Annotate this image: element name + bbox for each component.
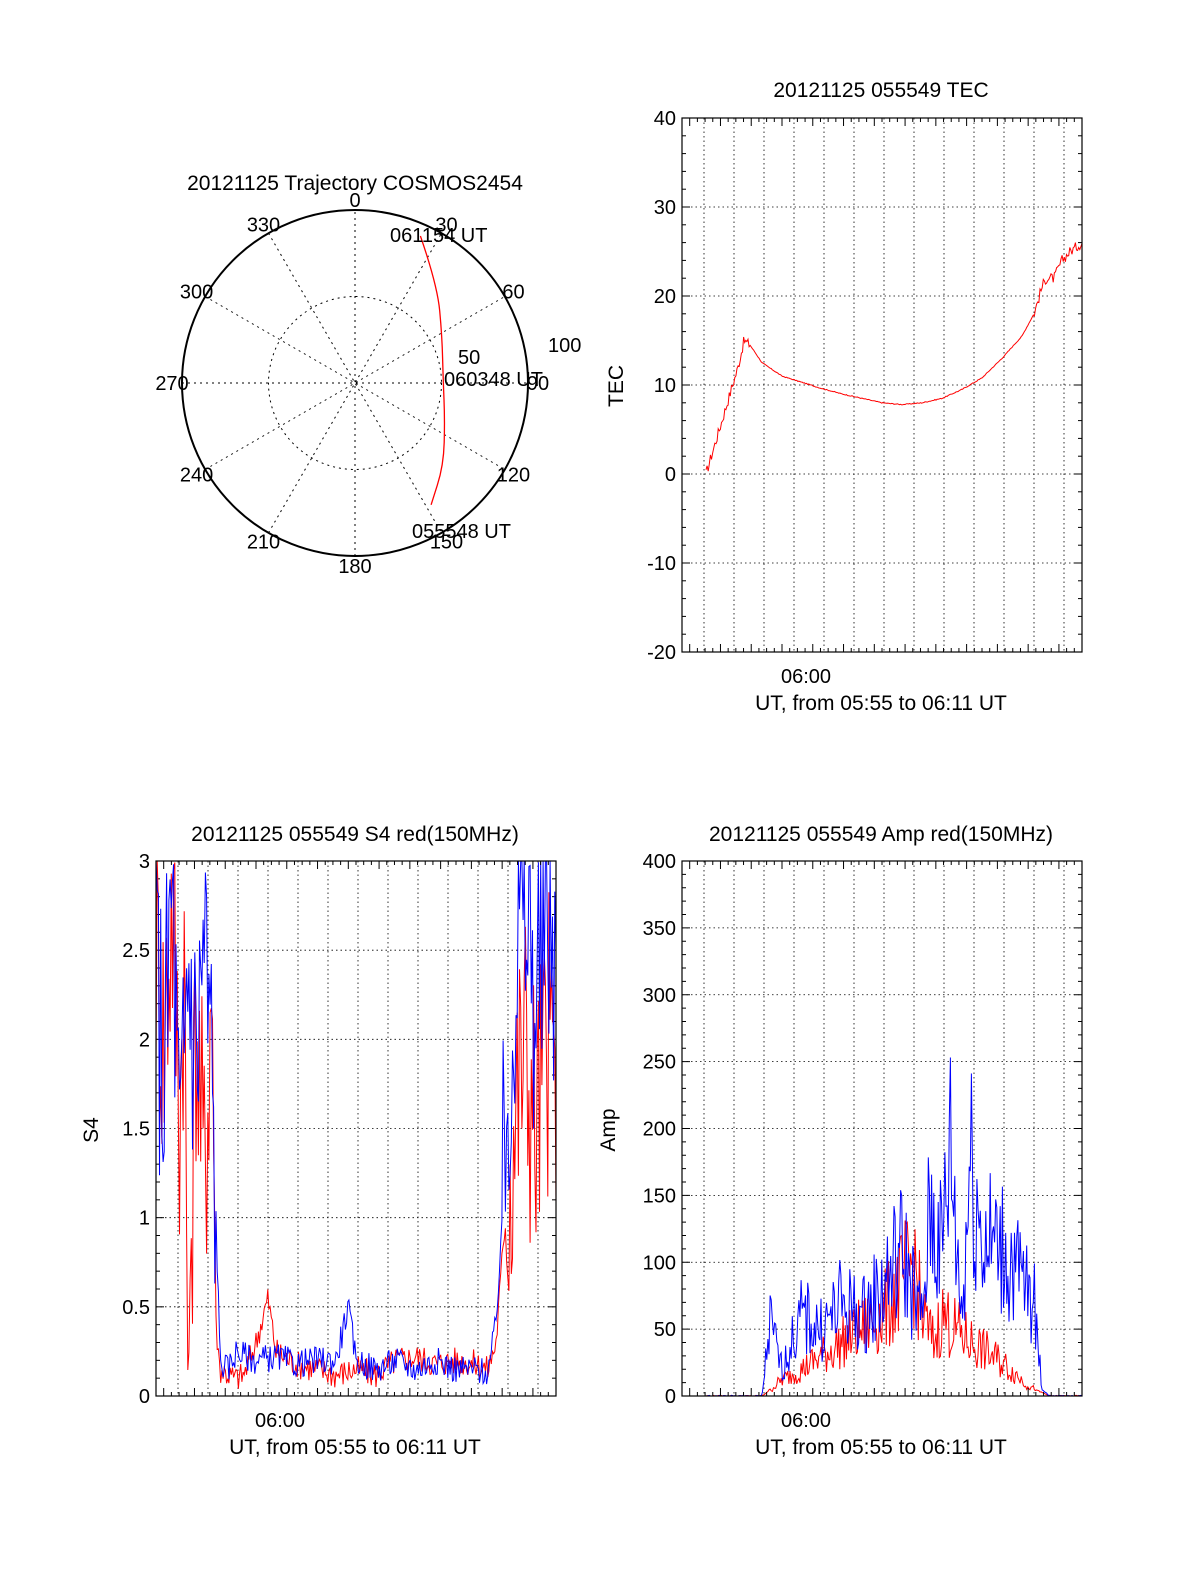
tec-panel: 20121125 055549 TEC UT, from 05:55 to 06… [605, 79, 1083, 715]
amp-xtick-0600: 06:00 [781, 1410, 831, 1432]
series-line [706, 1057, 1083, 1397]
polar-azimuth-label: 90 [527, 373, 549, 395]
ytick-label: 30 [654, 197, 676, 219]
ytick-label: 0 [665, 464, 676, 486]
series-line [705, 242, 1083, 472]
polar-azimuth-label: 270 [155, 373, 188, 395]
s4-panel: 20121125 055549 S4 red(150MHz) UT, from … [80, 823, 557, 1459]
polar-azimuth-label: 150 [430, 531, 463, 553]
polar-grid [181, 209, 529, 557]
amp-xlabel: UT, from 05:55 to 06:11 UT [755, 1436, 1007, 1459]
polar-spoke [268, 232, 442, 534]
polar-radial-label-100: 100 [548, 335, 581, 357]
polar-annotation-start: 055548 UT [412, 521, 511, 543]
polar-azimuth-label: 0 [349, 190, 360, 212]
ytick-label: 10 [654, 375, 676, 397]
ytick-label: 2.5 [122, 940, 150, 962]
ytick-label: 20 [654, 286, 676, 308]
tec-ylabel: TEC [605, 365, 628, 407]
s4-title: 20121125 055549 S4 red(150MHz) [191, 823, 519, 846]
ytick-label: 1.5 [122, 1119, 150, 1141]
polar-title: 20121125 Trajectory COSMOS2454 [187, 172, 523, 195]
polar-annotation-mid: 060348 UT [444, 369, 543, 391]
ytick-label: 250 [643, 1052, 676, 1074]
polar-spoke [268, 232, 442, 534]
ytick-label: 200 [643, 1119, 676, 1141]
polar-radial-label-50: 50 [458, 347, 480, 369]
ytick-label: 400 [643, 851, 676, 873]
polar-azimuth-label: 30 [435, 215, 457, 237]
polar-azimuth-labels: 0 30 60 90 120 150 180 210 240 270 300 330 [155, 190, 549, 578]
ytick-label: 50 [654, 1319, 676, 1341]
ytick-label: 0 [665, 1386, 676, 1408]
s4-xlabel: UT, from 05:55 to 06:11 UT [229, 1436, 481, 1459]
series-line [155, 860, 557, 1389]
polar-azimuth-label: 300 [180, 282, 213, 304]
amp-ylabel: Amp [597, 1108, 620, 1151]
polar-inner-circle [268, 296, 442, 470]
polar-azimuth-label: 60 [502, 282, 524, 304]
polar-annotation-end: 061154 UT [390, 225, 487, 247]
polar-azimuth-label: 180 [338, 556, 371, 578]
polar-azimuth-label: 210 [247, 531, 280, 553]
ytick-label: 0 [139, 1386, 150, 1408]
s4-xtick-0600: 06:00 [255, 1410, 305, 1432]
series-line [705, 1220, 1083, 1397]
polar-azimuth-label: 120 [497, 465, 530, 487]
polar-trajectory-panel: 20121125 Trajectory COSMOS2454 0 30 60 90 12… [155, 172, 581, 578]
ytick-label: -20 [647, 642, 676, 664]
polar-azimuth-label: 240 [180, 465, 213, 487]
ytick-label: -10 [647, 553, 676, 575]
ytick-label: 100 [643, 1252, 676, 1274]
tec-title: 20121125 055549 TEC [773, 79, 988, 102]
ytick-label: 300 [643, 985, 676, 1007]
amp-title: 20121125 055549 Amp red(150MHz) [709, 823, 1053, 846]
ytick-label: 40 [654, 108, 676, 130]
series-line [155, 860, 557, 1386]
ytick-label: 3 [139, 851, 150, 873]
polar-azimuth-label: 330 [247, 215, 280, 237]
ytick-label: 1 [139, 1208, 150, 1230]
polar-trajectory-line [419, 235, 446, 505]
ytick-label: 150 [643, 1185, 676, 1207]
polar-spoke [204, 296, 506, 470]
ytick-label: 0.5 [122, 1297, 150, 1319]
polar-spoke [204, 296, 506, 470]
s4-ylabel: S4 [80, 1117, 103, 1143]
amp-panel: 20121125 055549 Amp red(150MHz) UT, from… [597, 823, 1083, 1459]
ytick-label: 350 [643, 918, 676, 940]
tec-xtick-0600: 06:00 [781, 666, 831, 688]
tec-xlabel: UT, from 05:55 to 06:11 UT [755, 692, 1007, 715]
ytick-label: 2 [139, 1029, 150, 1051]
